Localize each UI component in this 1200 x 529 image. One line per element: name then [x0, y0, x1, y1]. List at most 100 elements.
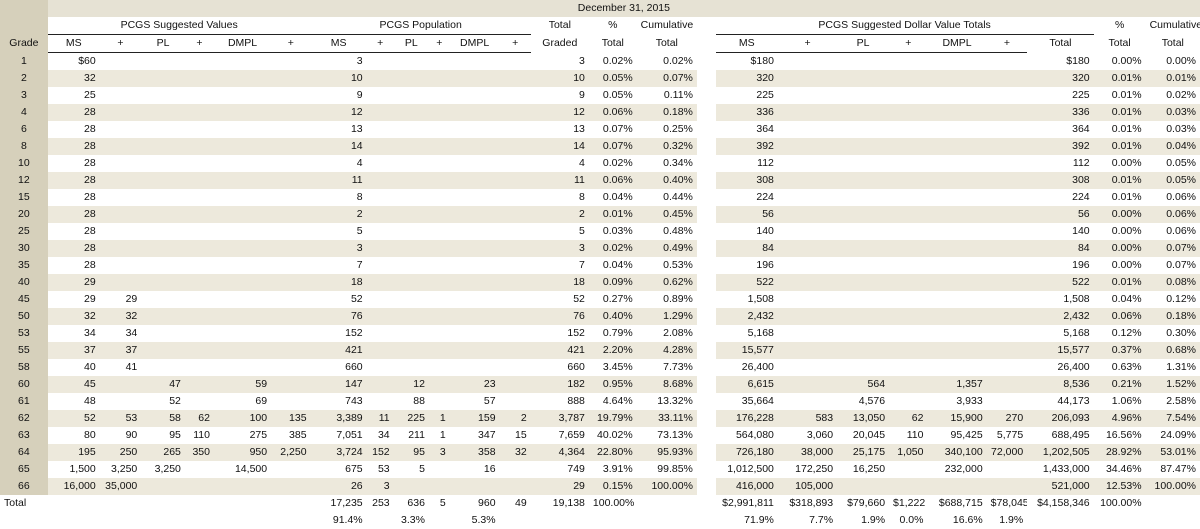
- table-cell: 0.00%: [1111, 259, 1142, 271]
- table-cell: 206,093: [1027, 410, 1094, 427]
- table-cell: 0.01%: [1111, 89, 1142, 101]
- table-cell: 11: [366, 410, 394, 427]
- table-cell: [777, 138, 838, 155]
- table-cell: 6,615: [715, 376, 778, 393]
- table-cell: 0.12%: [1166, 293, 1196, 305]
- table-cell: 14: [530, 138, 589, 155]
- table-cell: [986, 172, 1028, 189]
- table-cell: 32: [99, 308, 142, 325]
- table-cell: 4: [579, 157, 585, 169]
- table-cell: [927, 291, 986, 308]
- grade-cell: 12: [0, 172, 48, 189]
- table-cell: [141, 240, 185, 257]
- table-cell: 0.00%: [1111, 157, 1142, 169]
- table-cell: [986, 376, 1028, 393]
- table-cell: 28: [47, 104, 100, 121]
- table-cell: 522: [1027, 274, 1094, 291]
- table-cell: [837, 206, 890, 223]
- table-cell: 95,425: [950, 429, 983, 441]
- table-cell: 0.07%: [1145, 240, 1200, 257]
- table-cell: 0.12%: [1111, 327, 1142, 339]
- table-cell: 182: [530, 376, 589, 393]
- table-cell: 0.01%: [588, 206, 637, 223]
- table-cell: 0.40%: [636, 172, 697, 189]
- table-cell: 0.02%: [602, 157, 633, 169]
- table-cell: [141, 342, 185, 359]
- table-cell: [778, 121, 837, 138]
- table-cell: 2: [530, 206, 589, 223]
- table-cell: 105,000: [777, 478, 838, 495]
- table-cell: 56: [715, 206, 778, 223]
- table-cell: 26,400: [1057, 361, 1090, 373]
- table-cell: [185, 393, 214, 410]
- table-cell: [271, 359, 310, 376]
- table-cell: 0.01%: [1093, 138, 1146, 155]
- total-dollar-pl-plus: $1,222: [893, 497, 926, 509]
- table-cell: [889, 257, 927, 274]
- table-cell: 275: [249, 429, 268, 441]
- table-cell: 20,045: [852, 429, 886, 441]
- table-cell: [450, 155, 500, 172]
- share-dollar-dmpl: 16.6%: [952, 514, 983, 526]
- table-row: 2 32 10 10 0.05% 0.07% 320 320 0.01% 0.01%: [0, 70, 1200, 87]
- table-cell: [499, 172, 531, 189]
- grade-cell: 1: [0, 52, 48, 70]
- column-header: DMPL: [927, 34, 987, 53]
- table-cell: [394, 189, 429, 206]
- table-cell: 28: [84, 225, 96, 237]
- column-header: PL: [837, 34, 890, 53]
- table-cell: 88: [413, 395, 425, 407]
- table-cell: [428, 342, 450, 359]
- table-cell: [271, 461, 310, 478]
- table-cell: [429, 87, 450, 104]
- table-cell: [214, 155, 271, 172]
- table-cell: [394, 359, 429, 376]
- table-cell: [987, 53, 1028, 71]
- table-cell: 40.02%: [597, 429, 633, 441]
- table-cell: 2.08%: [663, 327, 693, 339]
- table-cell: 26,400: [741, 361, 774, 373]
- grade-cell: 65: [0, 461, 48, 478]
- table-cell: [213, 172, 272, 189]
- table-cell: 0.04%: [602, 191, 633, 203]
- table-cell: 688,495: [1051, 429, 1090, 441]
- table-cell: [394, 291, 429, 308]
- table-cell: [927, 87, 986, 104]
- table-cell: 0.00%: [1093, 206, 1146, 223]
- table-cell: [837, 172, 890, 189]
- table-cell: [393, 308, 429, 325]
- table-cell: [100, 53, 142, 71]
- table-cell: 25: [84, 89, 96, 101]
- table-cell: [185, 223, 214, 240]
- table-cell: [500, 291, 531, 308]
- table-cell: [141, 291, 185, 308]
- table-row: 12 28 11 11 0.06% 0.40% 308 308 0.01% 0.05%: [0, 172, 1200, 189]
- table-cell: 0.06%: [1093, 308, 1146, 325]
- table-cell: [141, 325, 185, 342]
- table-cell: 225: [1072, 89, 1090, 101]
- total-pop-pl-plus: 5: [439, 497, 446, 509]
- table-cell: [499, 206, 531, 223]
- table-cell: 1.31%: [1166, 361, 1196, 373]
- table-row: 3 25 9 9 0.05% 0.11% 225 225 0.01% 0.02%: [0, 87, 1200, 104]
- table-cell: [927, 138, 987, 155]
- table-cell: [185, 257, 214, 274]
- table-cell: 16,250: [852, 463, 886, 475]
- table-cell: 3,250: [154, 463, 181, 475]
- table-cell: [927, 223, 986, 240]
- table-cell: [449, 172, 500, 189]
- table-cell: [429, 189, 450, 206]
- table-cell: 56: [1027, 206, 1094, 223]
- table-cell: 2,432: [1027, 308, 1094, 325]
- table-row: 40 29 18 18 0.09% 0.62% 522 522 0.01% 0.08%: [0, 274, 1200, 291]
- table-cell: [185, 359, 214, 376]
- table-cell: [429, 325, 450, 342]
- pct-header-top: %: [608, 19, 618, 32]
- total-pop-dmpl: 960: [478, 497, 496, 509]
- table-cell: 5: [356, 225, 363, 237]
- table-cell: [393, 240, 429, 257]
- table-cell: 0.09%: [588, 274, 637, 291]
- table-cell: [450, 291, 500, 308]
- table-cell: 9: [356, 89, 363, 101]
- table-cell: 4.64%: [602, 395, 633, 407]
